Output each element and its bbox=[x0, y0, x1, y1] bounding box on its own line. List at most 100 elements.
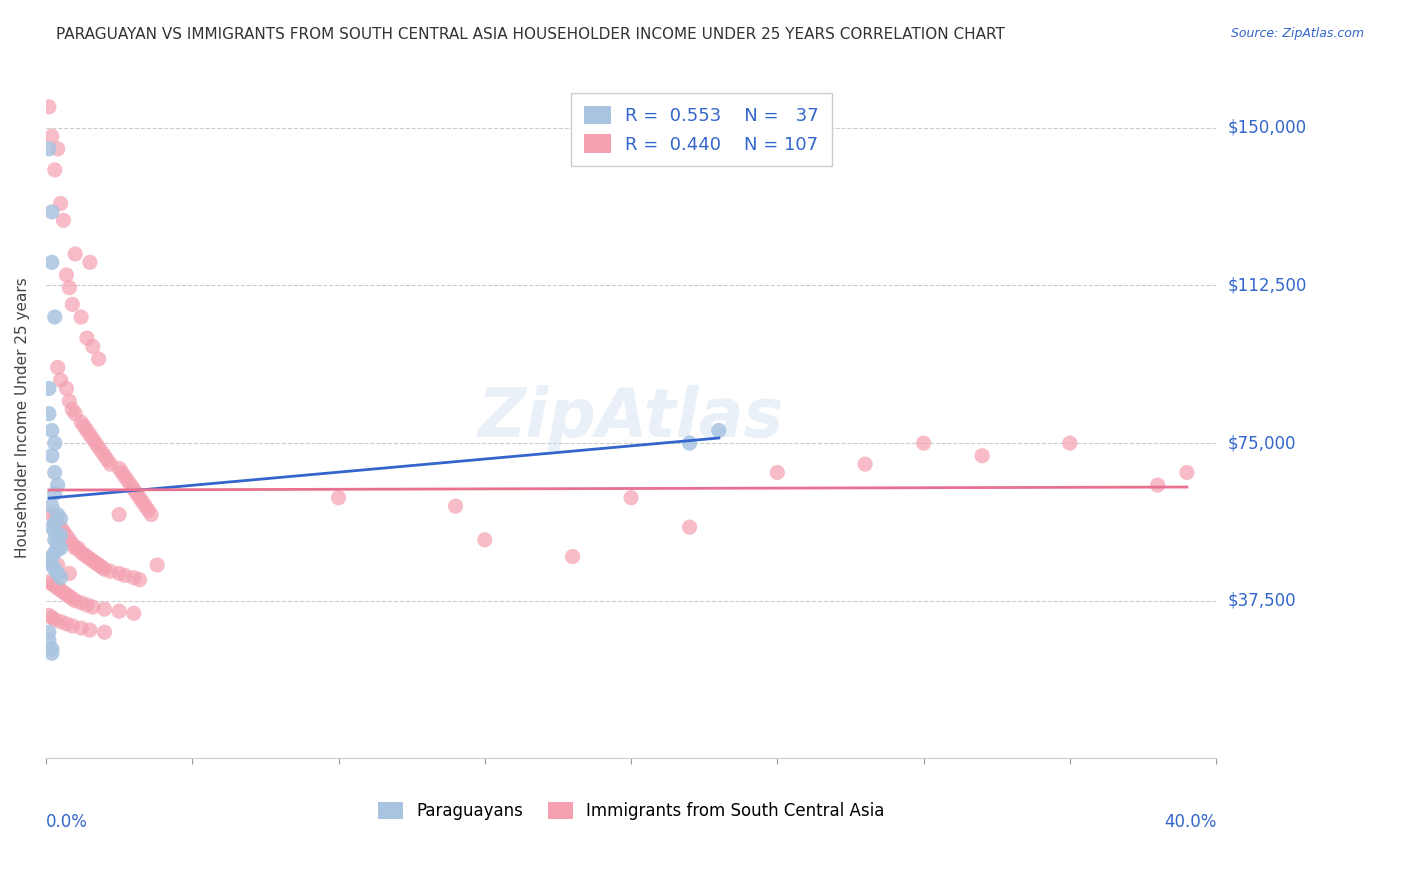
Immigrants from South Central Asia bbox=[58, 566, 80, 581]
Paraguayans bbox=[46, 508, 69, 522]
Immigrants from South Central Asia bbox=[58, 394, 80, 409]
Immigrants from South Central Asia bbox=[114, 568, 136, 582]
Paraguayans bbox=[38, 381, 60, 395]
Paraguayans bbox=[44, 436, 66, 450]
Immigrants from South Central Asia bbox=[55, 587, 77, 601]
Text: 40.0%: 40.0% bbox=[1164, 813, 1216, 830]
Immigrants from South Central Asia bbox=[82, 554, 104, 568]
Immigrants from South Central Asia bbox=[60, 297, 83, 311]
Paraguayans bbox=[41, 449, 63, 463]
Immigrants from South Central Asia bbox=[41, 129, 63, 144]
Text: $37,500: $37,500 bbox=[1227, 591, 1296, 610]
Immigrants from South Central Asia bbox=[44, 512, 66, 526]
Immigrants from South Central Asia bbox=[766, 466, 789, 480]
Immigrants from South Central Asia bbox=[41, 508, 63, 522]
Immigrants from South Central Asia bbox=[79, 551, 101, 566]
Immigrants from South Central Asia bbox=[138, 503, 160, 517]
Immigrants from South Central Asia bbox=[76, 598, 98, 612]
Immigrants from South Central Asia bbox=[678, 520, 700, 534]
Immigrants from South Central Asia bbox=[41, 610, 63, 624]
Paraguayans bbox=[44, 533, 66, 547]
Text: $150,000: $150,000 bbox=[1227, 119, 1306, 136]
Paraguayans bbox=[44, 486, 66, 500]
Immigrants from South Central Asia bbox=[131, 495, 153, 509]
Immigrants from South Central Asia bbox=[70, 596, 93, 610]
Paraguayans bbox=[46, 537, 69, 551]
Paraguayans bbox=[46, 541, 69, 556]
Immigrants from South Central Asia bbox=[87, 558, 110, 572]
Immigrants from South Central Asia bbox=[49, 583, 72, 598]
Immigrants from South Central Asia bbox=[853, 457, 876, 471]
Immigrants from South Central Asia bbox=[87, 440, 110, 454]
Immigrants from South Central Asia bbox=[620, 491, 643, 505]
Paraguayans bbox=[38, 625, 60, 640]
Immigrants from South Central Asia bbox=[55, 381, 77, 395]
Text: $112,500: $112,500 bbox=[1227, 277, 1306, 294]
Immigrants from South Central Asia bbox=[52, 585, 75, 599]
Paraguayans bbox=[44, 466, 66, 480]
Paraguayans bbox=[38, 554, 60, 568]
Immigrants from South Central Asia bbox=[90, 444, 112, 458]
Paraguayans bbox=[678, 436, 700, 450]
Paraguayans bbox=[41, 205, 63, 219]
Paraguayans bbox=[41, 424, 63, 438]
Immigrants from South Central Asia bbox=[87, 352, 110, 367]
Immigrants from South Central Asia bbox=[58, 280, 80, 294]
Immigrants from South Central Asia bbox=[73, 419, 96, 434]
Paraguayans bbox=[41, 255, 63, 269]
Immigrants from South Central Asia bbox=[46, 581, 69, 595]
Immigrants from South Central Asia bbox=[125, 486, 148, 500]
Paraguayans bbox=[49, 571, 72, 585]
Immigrants from South Central Asia bbox=[44, 162, 66, 177]
Immigrants from South Central Asia bbox=[108, 604, 131, 618]
Text: Source: ZipAtlas.com: Source: ZipAtlas.com bbox=[1230, 27, 1364, 40]
Paraguayans bbox=[41, 646, 63, 660]
Immigrants from South Central Asia bbox=[79, 623, 101, 637]
Immigrants from South Central Asia bbox=[82, 600, 104, 615]
Paraguayans bbox=[41, 520, 63, 534]
Immigrants from South Central Asia bbox=[60, 537, 83, 551]
Immigrants from South Central Asia bbox=[82, 339, 104, 353]
Immigrants from South Central Asia bbox=[98, 564, 121, 578]
Paraguayans bbox=[38, 633, 60, 648]
Immigrants from South Central Asia bbox=[46, 516, 69, 530]
Immigrants from South Central Asia bbox=[108, 461, 131, 475]
Immigrants from South Central Asia bbox=[44, 579, 66, 593]
Immigrants from South Central Asia bbox=[79, 255, 101, 269]
Legend: Paraguayans, Immigrants from South Central Asia: Paraguayans, Immigrants from South Centr… bbox=[366, 790, 896, 831]
Immigrants from South Central Asia bbox=[128, 573, 150, 587]
Immigrants from South Central Asia bbox=[1175, 466, 1198, 480]
Immigrants from South Central Asia bbox=[912, 436, 935, 450]
Immigrants from South Central Asia bbox=[52, 524, 75, 539]
Immigrants from South Central Asia bbox=[41, 577, 63, 591]
Immigrants from South Central Asia bbox=[972, 449, 994, 463]
Immigrants from South Central Asia bbox=[82, 432, 104, 446]
Paraguayans bbox=[38, 407, 60, 421]
Immigrants from South Central Asia bbox=[49, 373, 72, 387]
Paraguayans bbox=[46, 528, 69, 542]
Immigrants from South Central Asia bbox=[49, 615, 72, 629]
Immigrants from South Central Asia bbox=[84, 436, 107, 450]
Paraguayans bbox=[44, 545, 66, 559]
Paraguayans bbox=[41, 642, 63, 657]
Immigrants from South Central Asia bbox=[65, 247, 87, 261]
Immigrants from South Central Asia bbox=[55, 528, 77, 542]
Immigrants from South Central Asia bbox=[52, 213, 75, 227]
Text: $75,000: $75,000 bbox=[1227, 434, 1296, 452]
Immigrants from South Central Asia bbox=[38, 100, 60, 114]
Immigrants from South Central Asia bbox=[76, 331, 98, 345]
Immigrants from South Central Asia bbox=[60, 402, 83, 417]
Immigrants from South Central Asia bbox=[55, 616, 77, 631]
Immigrants from South Central Asia bbox=[1059, 436, 1081, 450]
Immigrants from South Central Asia bbox=[111, 466, 134, 480]
Immigrants from South Central Asia bbox=[120, 478, 142, 492]
Immigrants from South Central Asia bbox=[328, 491, 350, 505]
Immigrants from South Central Asia bbox=[76, 549, 98, 564]
Immigrants from South Central Asia bbox=[444, 499, 467, 513]
Immigrants from South Central Asia bbox=[65, 407, 87, 421]
Immigrants from South Central Asia bbox=[70, 621, 93, 635]
Paraguayans bbox=[44, 516, 66, 530]
Immigrants from South Central Asia bbox=[96, 453, 118, 467]
Immigrants from South Central Asia bbox=[146, 558, 169, 572]
Immigrants from South Central Asia bbox=[84, 556, 107, 570]
